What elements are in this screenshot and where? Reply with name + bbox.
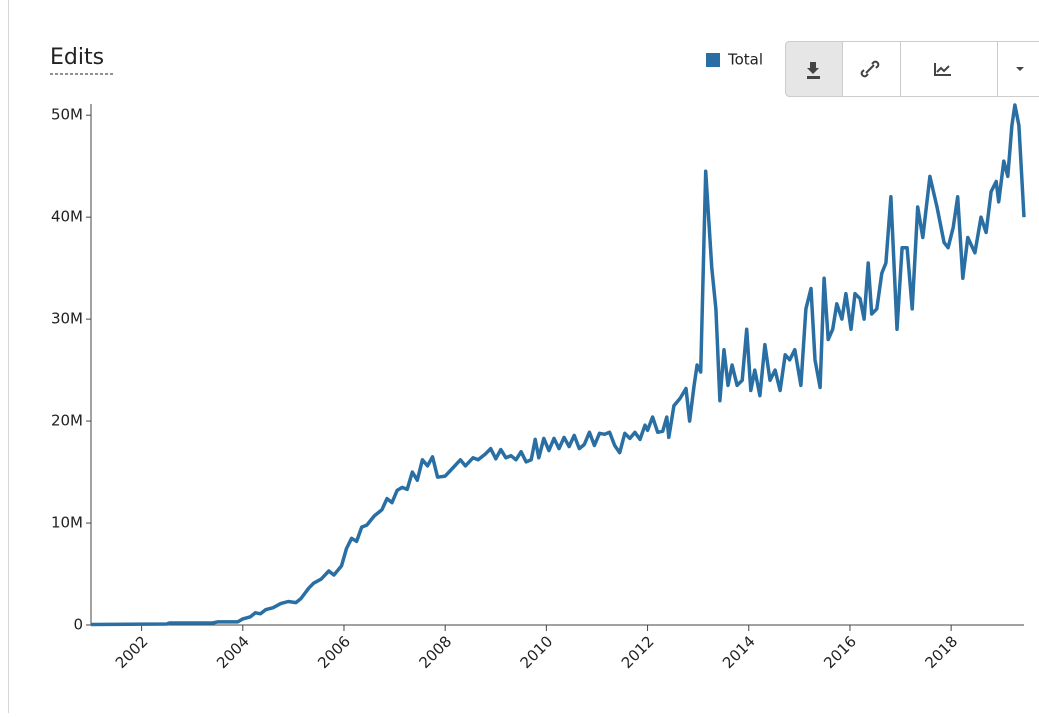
y-tick-label: 50M [51,106,83,124]
chart-type-button[interactable] [901,42,996,96]
y-tick-label: 10M [51,514,83,532]
legend-label: Total [727,51,763,69]
x-tick-label: 2006 [314,632,354,672]
chart-title: Edits [50,45,104,70]
link-button[interactable] [843,42,900,96]
toolbar [786,42,1039,97]
x-tick-label: 2002 [112,632,152,672]
x-tick-label: 2012 [618,632,658,672]
x-tick-label: 2018 [921,632,961,672]
y-tick-label: 30M [51,310,83,328]
y-tick-label: 40M [51,208,83,226]
x-tick-label: 2004 [213,632,253,672]
data-line [91,105,1024,625]
y-tick-label: 0 [73,616,83,634]
x-tick-label: 2008 [415,632,455,672]
x-tick-label: 2010 [517,632,557,672]
x-tick-label: 2016 [820,632,860,672]
x-tick-label: 2014 [719,632,759,672]
legend-swatch [706,53,720,67]
y-tick-label: 20M [51,412,83,430]
